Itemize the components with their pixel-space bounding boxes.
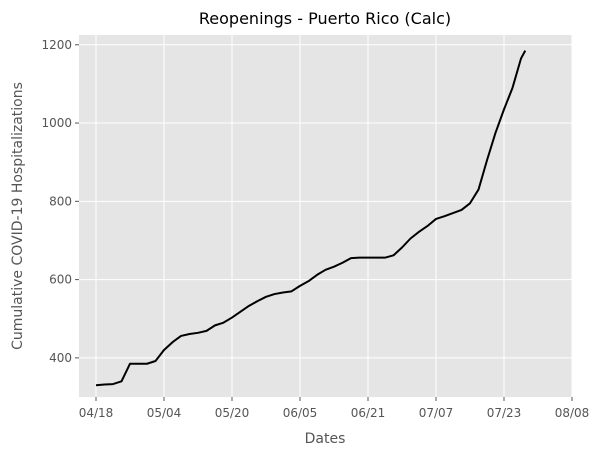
x-tick-label: 05/04 xyxy=(147,406,182,420)
y-tick-label: 1200 xyxy=(41,38,72,52)
x-tick-label: 07/23 xyxy=(487,406,522,420)
x-tick-label: 05/20 xyxy=(215,406,250,420)
chart-title: Reopenings - Puerto Rico (Calc) xyxy=(199,9,451,28)
y-axis-label: Cumulative COVID-19 Hospitalizations xyxy=(10,82,26,350)
y-tick-label: 1000 xyxy=(41,116,72,130)
x-tick-label: 04/18 xyxy=(79,406,114,420)
y-tick-label: 400 xyxy=(49,351,72,365)
x-tick-label: 06/21 xyxy=(351,406,386,420)
plot-area xyxy=(79,35,572,397)
y-tick-label: 800 xyxy=(49,194,72,208)
x-axis-label: Dates xyxy=(305,431,346,447)
x-tick-label: 07/07 xyxy=(419,406,454,420)
y-tick-label: 600 xyxy=(49,273,72,287)
x-tick-label: 08/08 xyxy=(555,406,590,420)
data-line xyxy=(95,50,527,387)
x-tick-label: 06/05 xyxy=(283,406,318,420)
